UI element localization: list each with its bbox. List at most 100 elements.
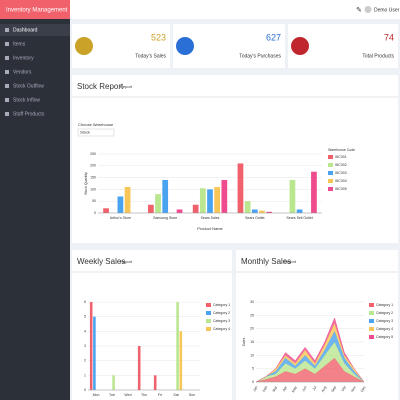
legend-swatch[interactable] xyxy=(206,319,211,323)
legend-swatch[interactable] xyxy=(369,335,374,339)
filter-label: Choose Warehouse xyxy=(78,122,114,127)
area-fill xyxy=(256,331,364,382)
panel-button[interactable]: Report xyxy=(284,259,297,264)
y-tick-label: 0 xyxy=(94,211,96,215)
bar xyxy=(296,209,303,213)
legend-swatch[interactable] xyxy=(369,327,374,331)
menu-icon xyxy=(5,112,9,116)
x-tick-label: Sep xyxy=(330,385,337,392)
y-tick-label: 3 xyxy=(84,344,86,348)
bar xyxy=(266,211,273,213)
bar xyxy=(176,209,183,213)
legend-swatch[interactable] xyxy=(206,303,211,307)
y-tick-label: 4 xyxy=(84,329,86,333)
legend-entry[interactable]: Category 4 xyxy=(213,327,230,331)
stat-icon xyxy=(291,37,309,55)
x-tick-label: Sears Sell Outlet xyxy=(286,216,312,220)
y-tick-label: 2 xyxy=(84,359,86,363)
bar xyxy=(137,346,141,390)
y-tick-label: 5 xyxy=(84,315,86,319)
x-tick-label: Mar xyxy=(272,385,279,393)
panel-button[interactable]: Report xyxy=(120,84,133,89)
menu-item[interactable]: Staff Products xyxy=(13,111,45,117)
y-tick-label: 50 xyxy=(92,199,96,203)
legend-swatch[interactable] xyxy=(369,311,374,315)
legend-swatch[interactable] xyxy=(206,327,211,331)
bar xyxy=(117,196,124,213)
x-axis-label: Product Name xyxy=(197,226,223,231)
user-name[interactable]: Demo User xyxy=(374,7,400,13)
area-fill xyxy=(256,323,364,382)
menu-item[interactable]: Stock Outflow xyxy=(13,83,44,89)
stat-label: Today's Purchases xyxy=(239,53,281,59)
legend-entry[interactable]: WC002 xyxy=(335,163,347,167)
bar xyxy=(93,316,96,390)
menu-icon xyxy=(5,98,9,102)
menu-icon xyxy=(5,56,9,60)
legend-entry[interactable]: Category 2 xyxy=(376,311,393,315)
legend-swatch[interactable] xyxy=(328,155,333,159)
stat-icon xyxy=(75,37,93,55)
x-tick-label: Oct xyxy=(341,385,347,392)
legend-entry[interactable]: Category 3 xyxy=(213,319,230,323)
legend-swatch[interactable] xyxy=(328,171,333,175)
menu-item[interactable]: Vendors xyxy=(13,69,32,75)
filter-value[interactable]: Stock xyxy=(80,130,90,135)
area-line xyxy=(255,317,365,383)
legend-entry[interactable]: Category 5 xyxy=(376,335,393,339)
x-tick-label: Jun xyxy=(301,385,307,392)
y-tick-label: 5 xyxy=(252,367,254,371)
bar xyxy=(199,188,206,213)
menu-item[interactable]: Inventory xyxy=(13,55,34,61)
y-tick-label: 1 xyxy=(84,373,86,377)
x-tick-label: Apr xyxy=(282,385,289,392)
legend-swatch[interactable] xyxy=(328,163,333,167)
legend-swatch[interactable] xyxy=(369,319,374,323)
legend-swatch[interactable] xyxy=(369,303,374,307)
legend-swatch[interactable] xyxy=(206,311,211,315)
legend-entry[interactable]: Category 3 xyxy=(376,319,393,323)
legend-swatch[interactable] xyxy=(328,187,333,191)
bar xyxy=(124,187,131,213)
bar xyxy=(147,204,154,213)
bar xyxy=(162,179,169,213)
legend-entry[interactable]: WC004 xyxy=(335,179,347,183)
legend-entry[interactable]: Category 4 xyxy=(376,327,393,331)
bar xyxy=(221,179,228,213)
legend-entry[interactable]: Category 2 xyxy=(213,311,230,315)
edit-icon[interactable]: ✎ xyxy=(356,7,362,14)
panel-title: Weekly Sales xyxy=(77,257,125,266)
legend-entry[interactable]: Category 1 xyxy=(376,303,393,307)
filter-select[interactable] xyxy=(77,128,115,137)
stat-icon xyxy=(176,37,194,55)
stat-value: 627 xyxy=(266,32,281,42)
legend-entry[interactable]: WC005 xyxy=(335,187,347,191)
legend-swatch[interactable] xyxy=(328,179,333,183)
menu-item[interactable]: Dashboard xyxy=(13,27,38,33)
y-tick-label: 30 xyxy=(250,300,254,304)
menu-icon xyxy=(5,42,9,46)
legend-entry[interactable]: WC001 xyxy=(335,155,347,159)
menu-item[interactable]: Items xyxy=(13,41,26,47)
legend-entry[interactable]: Category 1 xyxy=(213,303,230,307)
bar xyxy=(311,171,317,213)
y-tick-label: 0 xyxy=(84,388,86,392)
menu-icon xyxy=(5,70,9,74)
bar xyxy=(176,302,179,390)
x-tick-label: Mon xyxy=(93,393,100,397)
bar xyxy=(207,189,213,213)
bar xyxy=(259,210,265,213)
menu-active xyxy=(0,24,70,36)
panel-title: Stock Report xyxy=(77,82,124,91)
panel xyxy=(72,250,232,400)
avatar[interactable] xyxy=(364,6,372,13)
y-axis-label: Sales xyxy=(242,337,246,346)
legend-entry[interactable]: WC003 xyxy=(335,171,347,175)
bar xyxy=(289,179,296,213)
x-tick-label: Sun xyxy=(189,393,195,397)
x-tick-label: Thu xyxy=(141,393,147,397)
menu-item[interactable]: Stock Inflow xyxy=(13,97,40,103)
panel-button[interactable]: Report xyxy=(120,259,133,264)
x-tick-label: Nov xyxy=(350,385,357,393)
